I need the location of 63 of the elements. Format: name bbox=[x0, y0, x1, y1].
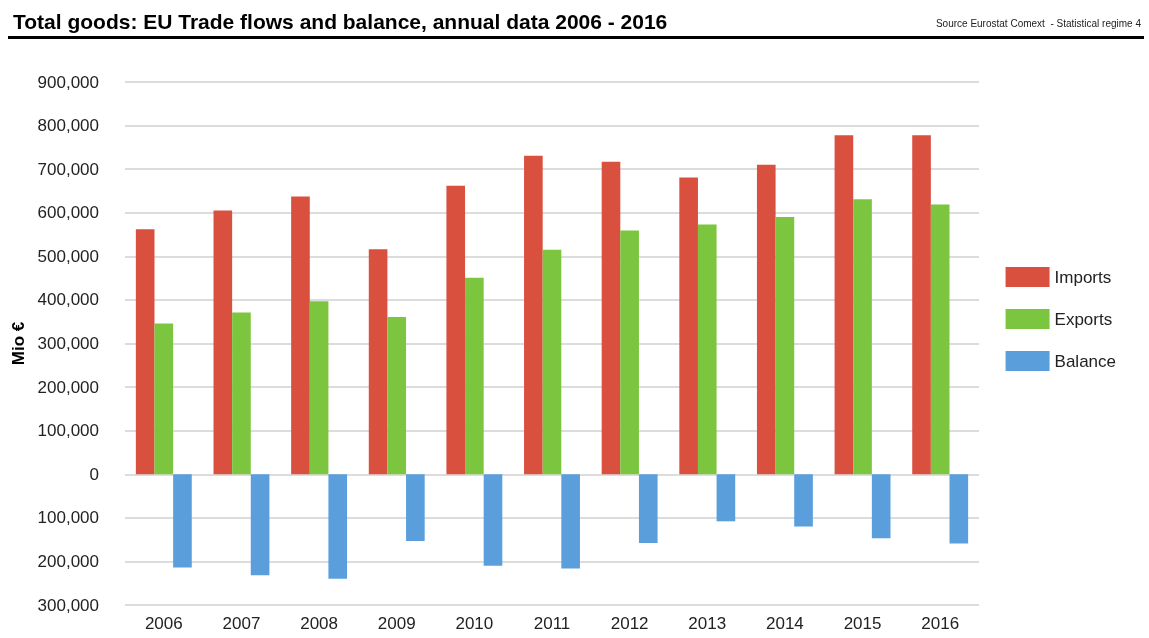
bar bbox=[930, 204, 950, 475]
bar bbox=[328, 474, 348, 579]
y-axis-title: Mio € bbox=[8, 321, 28, 366]
bar bbox=[406, 474, 425, 541]
bar bbox=[638, 474, 658, 544]
y-tick-label: 600,000 bbox=[37, 203, 99, 223]
bar bbox=[309, 301, 329, 475]
bar bbox=[524, 155, 543, 475]
bar bbox=[465, 277, 484, 475]
x-tick-label: 2006 bbox=[144, 614, 183, 633]
x-tick-label: 2014 bbox=[766, 614, 804, 633]
bar bbox=[716, 474, 736, 522]
x-tick-label: 2013 bbox=[688, 614, 727, 633]
y-tick-label: 200,000 bbox=[37, 377, 99, 397]
bar bbox=[135, 229, 155, 475]
y-tick-label: 700,000 bbox=[37, 159, 99, 179]
x-tick-label: 2007 bbox=[222, 614, 261, 633]
x-tick-label: 2015 bbox=[843, 614, 882, 633]
bar bbox=[949, 474, 969, 544]
y-tick-label: 300,000 bbox=[37, 595, 99, 615]
bar bbox=[601, 161, 621, 475]
bar bbox=[232, 312, 251, 475]
bar bbox=[756, 164, 776, 475]
x-tick-label: 2008 bbox=[300, 614, 338, 633]
legend-label: Imports bbox=[1054, 267, 1112, 287]
bar bbox=[697, 224, 717, 475]
bar bbox=[620, 230, 639, 475]
legend-label: Balance bbox=[1054, 351, 1116, 371]
x-tick-label: 2010 bbox=[455, 614, 494, 633]
bar bbox=[775, 217, 795, 475]
bar bbox=[853, 199, 872, 475]
bar bbox=[871, 474, 891, 539]
y-tick-label: 400,000 bbox=[37, 290, 99, 310]
y-tick-label: 0 bbox=[89, 464, 99, 484]
y-tick-label: 900,000 bbox=[37, 72, 99, 92]
bar bbox=[679, 177, 698, 475]
chart-title: Total goods: EU Trade flows and balance, annual data 2006 - 2016 bbox=[13, 10, 668, 33]
bar bbox=[291, 196, 310, 475]
bar bbox=[794, 474, 813, 527]
bar bbox=[173, 474, 192, 568]
y-tick-label: 100,000 bbox=[37, 421, 99, 441]
bar bbox=[446, 185, 466, 475]
x-tick-label: 2009 bbox=[377, 614, 416, 633]
bar bbox=[912, 135, 931, 475]
y-tick-label: 500,000 bbox=[37, 246, 99, 266]
bar bbox=[250, 474, 270, 576]
source-note: Source Eurostat Comext - Statistical regime 4 bbox=[935, 17, 1142, 29]
bar bbox=[213, 210, 233, 475]
bar bbox=[561, 474, 580, 569]
x-tick-label: 2012 bbox=[610, 614, 649, 633]
x-tick-label: 2011 bbox=[533, 614, 571, 633]
bar bbox=[154, 323, 174, 475]
legend-label: Exports bbox=[1054, 309, 1113, 329]
bar bbox=[483, 474, 503, 566]
y-tick-label: 100,000 bbox=[37, 508, 99, 528]
y-tick-label: 800,000 bbox=[37, 116, 99, 136]
bar bbox=[542, 249, 562, 475]
bar bbox=[834, 135, 854, 475]
bar bbox=[387, 316, 407, 475]
y-tick-label: 300,000 bbox=[37, 334, 99, 353]
bar bbox=[368, 249, 388, 475]
y-tick-label: 200,000 bbox=[37, 551, 99, 571]
x-tick-label: 2016 bbox=[921, 614, 960, 633]
